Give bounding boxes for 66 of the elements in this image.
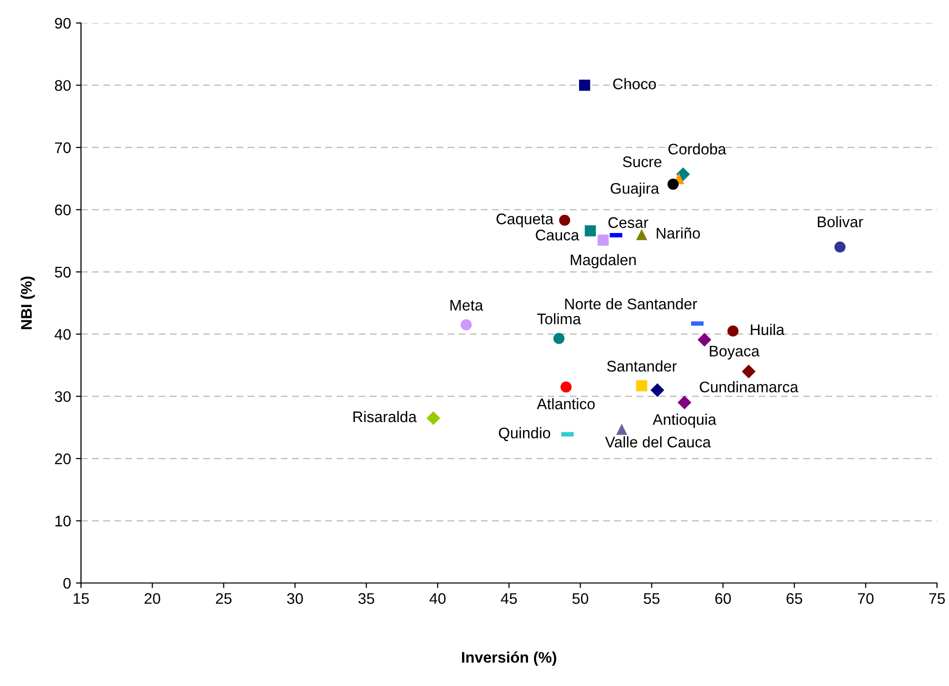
point — [598, 234, 609, 246]
series-label: Cesar — [608, 217, 648, 228]
series-label: Huila — [750, 324, 784, 336]
x-tick-label: 40 — [430, 593, 446, 604]
y-axis-title: NBI (%) — [20, 276, 35, 330]
x-tick-label: 50 — [572, 593, 588, 604]
point — [560, 381, 572, 393]
series-label: Choco — [613, 78, 656, 90]
point — [636, 380, 648, 392]
y-tick-label: 40 — [54, 328, 71, 340]
point — [834, 241, 846, 253]
y-tick-label: 60 — [55, 204, 71, 216]
point — [676, 167, 690, 182]
series-label: Magdalen — [570, 254, 636, 268]
x-tick-label: 65 — [786, 593, 802, 604]
y-tick-label: 0 — [63, 578, 71, 589]
series-label: Quindio — [498, 427, 550, 442]
series-label: Bolivar — [818, 216, 864, 228]
point — [584, 225, 596, 236]
x-axis-title: Inversión (%) — [462, 651, 556, 666]
point — [678, 396, 692, 410]
series-label: Norte de Santander — [565, 298, 698, 310]
x-tick-label: 35 — [358, 593, 374, 604]
series-label: Cundinamarca — [700, 381, 798, 392]
y-tick-label: 80 — [54, 80, 71, 91]
point — [579, 80, 590, 91]
point — [742, 364, 756, 378]
series-label: Tolima — [537, 313, 582, 324]
x-tick-label: 70 — [858, 593, 874, 604]
point — [616, 424, 628, 435]
x-tick-label: 15 — [74, 593, 89, 604]
y-tick-label: 20 — [55, 453, 71, 464]
point — [559, 214, 570, 226]
point — [460, 319, 472, 330]
x-tick-label: 75 — [929, 593, 945, 604]
point — [698, 332, 712, 347]
x-tick-label: 55 — [644, 593, 660, 604]
y-tick-label: 70 — [55, 142, 71, 154]
x-tick-label: 30 — [287, 593, 303, 604]
series-label: Sucre — [622, 156, 662, 168]
x-tick-label: 20 — [144, 593, 160, 604]
y-tick-label: 50 — [54, 266, 71, 278]
series-label: Santander — [607, 360, 677, 372]
series-label: Atlantico — [536, 398, 595, 410]
point — [426, 411, 440, 425]
series-label: Nariño — [656, 227, 700, 239]
point — [650, 383, 664, 397]
point — [636, 229, 648, 240]
series-label: Caqueta — [496, 214, 554, 228]
x-tick-label: 25 — [216, 593, 232, 604]
point — [727, 325, 739, 337]
series-label: Meta — [450, 300, 484, 311]
series-label: Cordoba — [668, 143, 726, 155]
point — [668, 178, 679, 190]
series-label: Cauca — [536, 230, 580, 240]
series-label: Guajira — [610, 182, 660, 197]
y-tick-label: 90 — [55, 18, 71, 29]
x-tick-label: 60 — [715, 593, 731, 604]
series-label: Boyaca — [710, 346, 760, 360]
series-label: Risaralda — [353, 410, 417, 422]
x-tick-label: 45 — [500, 593, 517, 604]
y-tick-label: 30 — [54, 391, 71, 402]
y-tick-label: 10 — [55, 516, 71, 526]
series-label: Antioquia — [652, 414, 716, 428]
point — [553, 332, 564, 344]
series-label: Valle del Cauca — [605, 436, 711, 448]
